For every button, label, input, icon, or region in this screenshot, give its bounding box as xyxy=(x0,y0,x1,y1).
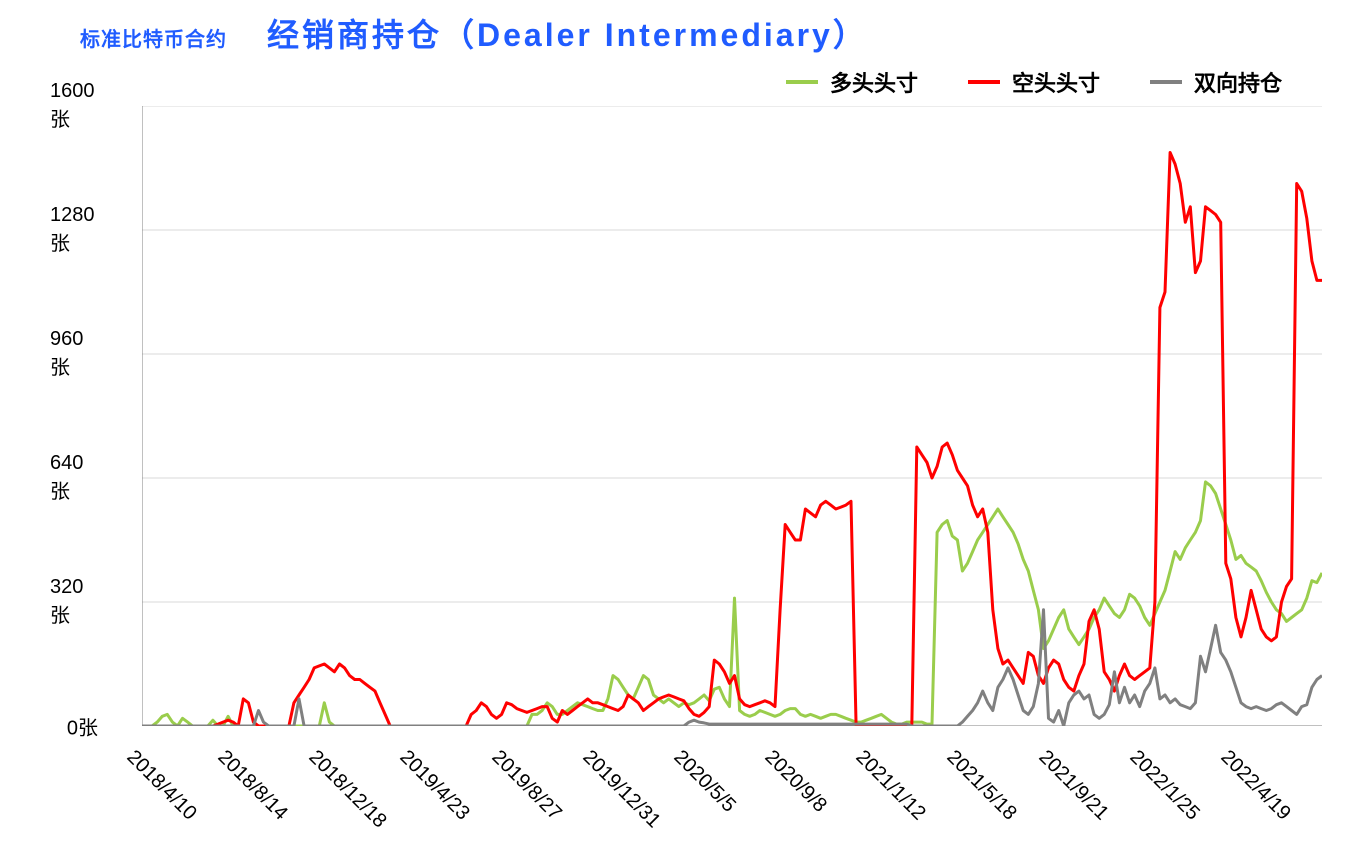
legend-label: 双向持仓 xyxy=(1194,66,1282,98)
x-axis-tick-label: 2019/4/23 xyxy=(395,746,474,825)
legend-swatch xyxy=(1150,80,1182,84)
x-axis-tick-label: 2019/8/27 xyxy=(486,746,565,825)
chart-container: 标准比特币合约 经销商持仓（Dealer Intermediary） 多头头寸 空… xyxy=(0,0,1362,866)
x-axis-tick-label: 2018/12/18 xyxy=(304,746,391,833)
plot-area: 0张320张640张960张1280张1600张2018/4/102018/8/… xyxy=(50,106,1330,826)
chart-subtitle: 标准比特币合约 xyxy=(80,23,227,52)
header-row: 标准比特币合约 经销商持仓（Dealer Intermediary） xyxy=(20,10,1342,56)
legend-swatch xyxy=(968,80,1000,84)
x-axis-tick-label: 2018/4/10 xyxy=(122,746,201,825)
x-axis-tick-label: 2021/5/18 xyxy=(942,746,1021,825)
y-axis-tick-label: 1280张 xyxy=(50,204,98,256)
x-axis-tick-label: 2022/1/25 xyxy=(1124,746,1203,825)
legend-label: 多头头寸 xyxy=(830,66,918,98)
legend-swatch xyxy=(786,80,818,84)
legend-item[interactable]: 空头头寸 xyxy=(968,66,1100,98)
x-axis-tick-label: 2021/9/21 xyxy=(1033,746,1112,825)
legend-item[interactable]: 双向持仓 xyxy=(1150,66,1282,98)
y-axis-tick-label: 320张 xyxy=(50,576,98,628)
x-axis-tick-label: 2022/4/19 xyxy=(1216,746,1295,825)
legend-label: 空头头寸 xyxy=(1012,66,1100,98)
x-axis-tick-label: 2020/9/8 xyxy=(760,746,831,817)
x-axis-tick-label: 2018/8/14 xyxy=(213,746,292,825)
y-axis-tick-label: 640张 xyxy=(50,452,98,504)
legend: 多头头寸 空头头寸 双向持仓 xyxy=(20,66,1342,98)
y-axis-tick-label: 960张 xyxy=(50,328,98,380)
y-axis-tick-label: 1600张 xyxy=(50,80,98,132)
x-axis-tick-label: 2021/1/12 xyxy=(851,746,930,825)
x-axis-tick-label: 2019/12/31 xyxy=(578,746,665,833)
line-chart-svg xyxy=(142,106,1322,726)
legend-item[interactable]: 多头头寸 xyxy=(786,66,918,98)
x-axis-tick-label: 2020/5/5 xyxy=(669,746,740,817)
chart-title: 经销商持仓（Dealer Intermediary） xyxy=(267,10,868,56)
y-axis-tick-label: 0张 xyxy=(67,712,98,741)
